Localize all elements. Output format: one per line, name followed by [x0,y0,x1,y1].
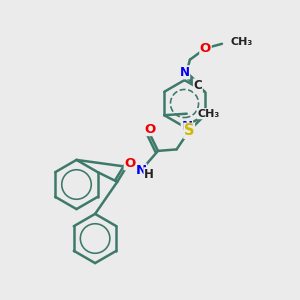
Text: N: N [180,66,190,79]
Text: O: O [124,157,136,170]
Text: O: O [200,42,211,55]
Text: O: O [144,122,155,136]
Text: H: H [144,168,154,181]
Text: CH₃: CH₃ [231,37,253,47]
Text: C: C [194,79,202,92]
Text: S: S [184,123,194,138]
Text: CH₃: CH₃ [197,109,220,119]
Text: N: N [135,164,146,177]
Text: N: N [181,120,193,134]
